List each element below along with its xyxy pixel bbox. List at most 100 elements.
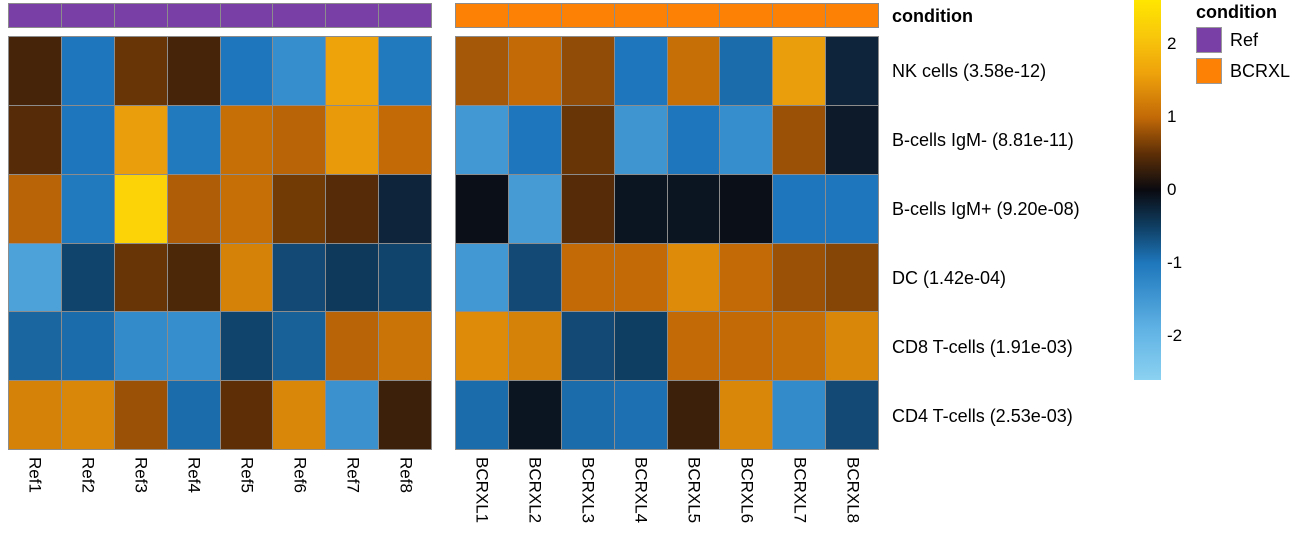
heatmap-cell: [61, 381, 114, 449]
heatmap-column-label: Ref7: [343, 457, 363, 493]
heatmap-cell: [720, 174, 773, 243]
heatmap-cell: [667, 243, 720, 312]
heatmap-cell: [508, 174, 561, 243]
heatmap-cell: [273, 381, 326, 449]
heatmap-cell: [456, 381, 508, 449]
heatmap-cell: [720, 105, 773, 174]
heatmap-cell: [667, 105, 720, 174]
condition-annotation-segment: [273, 4, 326, 27]
condition-annotation-bar-bcrxl: [455, 3, 879, 28]
heatmap-column-label: BCRXL1: [472, 457, 492, 524]
condition-annotation-segment: [720, 4, 773, 27]
heatmap-cell: [561, 312, 614, 381]
condition-annotation-segment: [379, 4, 431, 27]
heatmap-cell: [561, 37, 614, 105]
color-scale-tick-label: 0: [1167, 180, 1177, 199]
heatmap-cell: [326, 37, 379, 105]
condition-annotation-segment: [561, 4, 614, 27]
heatmap-cell: [667, 174, 720, 243]
heatmap-column-label: BCRXL3: [578, 457, 598, 524]
condition-annotation-segment: [167, 4, 220, 27]
heatmap-cell: [220, 243, 273, 312]
heatmap-cell: [826, 105, 878, 174]
annotation-row-title: condition: [892, 6, 973, 26]
heatmap-cell: [614, 37, 667, 105]
heatmap-cell: [61, 37, 114, 105]
heatmap-cell: [508, 243, 561, 312]
heatmap-block-ref: [8, 36, 432, 450]
heatmap-cell: [379, 37, 431, 105]
heatmap-cell: [114, 105, 167, 174]
heatmap-row-label: B-cells IgM+ (9.20e-08): [892, 198, 1080, 219]
heatmap-cell: [167, 312, 220, 381]
heatmap-cell: [773, 243, 826, 312]
heatmap-cell: [220, 312, 273, 381]
heatmap-cell: [561, 243, 614, 312]
heatmap-cell: [273, 105, 326, 174]
condition-annotation-segment: [614, 4, 667, 27]
heatmap-cell: [456, 312, 508, 381]
condition-annotation-segment: [114, 4, 167, 27]
heatmap-cell: [614, 312, 667, 381]
heatmap-block-bcrxl: [455, 36, 879, 450]
heatmap-cell: [326, 105, 379, 174]
heatmap-cell: [773, 37, 826, 105]
heatmap-cell: [114, 381, 167, 449]
heatmap-cell: [273, 174, 326, 243]
heatmap-cell: [167, 381, 220, 449]
heatmap-cell: [220, 381, 273, 449]
heatmap-cell: [508, 37, 561, 105]
heatmap-cell: [167, 37, 220, 105]
heatmap-cell: [508, 381, 561, 449]
legend-swatch-ref: [1196, 27, 1222, 53]
heatmap-cell: [379, 243, 431, 312]
heatmap-cell: [326, 174, 379, 243]
heatmap-cell: [114, 312, 167, 381]
heatmap-cell: [773, 105, 826, 174]
heatmap-cell: [114, 243, 167, 312]
color-scale-bar: [1134, 0, 1161, 380]
heatmap-cell: [9, 312, 61, 381]
heatmap-cell: [220, 105, 273, 174]
heatmap-cell: [9, 105, 61, 174]
heatmap-cell: [61, 174, 114, 243]
heatmap-cell: [9, 37, 61, 105]
heatmap-column-label: Ref8: [396, 457, 416, 493]
heatmap-cell: [114, 174, 167, 243]
heatmap-cell: [456, 37, 508, 105]
heatmap-column-label: BCRXL2: [525, 457, 545, 524]
heatmap-cell: [720, 312, 773, 381]
color-scale-tick-label: -1: [1167, 253, 1183, 273]
heatmap-column-label: BCRXL6: [737, 457, 757, 524]
heatmap-cell: [326, 243, 379, 312]
condition-annotation-segment: [326, 4, 379, 27]
heatmap-column-label: BCRXL5: [684, 457, 704, 524]
heatmap-cell: [9, 174, 61, 243]
heatmap-cell: [773, 174, 826, 243]
condition-annotation-segment: [220, 4, 273, 27]
heatmap-cell: [826, 381, 878, 449]
heatmap-column-label: Ref6: [290, 457, 310, 493]
heatmap-row-label: CD4 T-cells (2.53e-03): [892, 405, 1073, 426]
heatmap-cell: [508, 312, 561, 381]
condition-annotation-segment: [61, 4, 114, 27]
color-scale-tick-label: -2: [1167, 326, 1183, 346]
condition-annotation-segment: [9, 4, 61, 27]
heatmap-cell: [379, 381, 431, 449]
color-scale-tick-label: 1: [1167, 106, 1177, 126]
heatmap-cell: [614, 243, 667, 312]
legend-swatch-bcrxl: [1196, 58, 1222, 84]
heatmap-cell: [326, 312, 379, 381]
heatmap-cell: [167, 105, 220, 174]
heatmap-cell: [273, 312, 326, 381]
heatmap-cell: [508, 105, 561, 174]
heatmap-cell: [614, 381, 667, 449]
heatmap-cell: [220, 174, 273, 243]
condition-annotation-segment: [773, 4, 826, 27]
heatmap-cell: [667, 37, 720, 105]
heatmap-cell: [114, 37, 167, 105]
heatmap-row-label: B-cells IgM- (8.81e-11): [892, 129, 1074, 150]
heatmap-cell: [456, 174, 508, 243]
heatmap-column-label: Ref5: [237, 457, 257, 493]
heatmap-cell: [614, 174, 667, 243]
